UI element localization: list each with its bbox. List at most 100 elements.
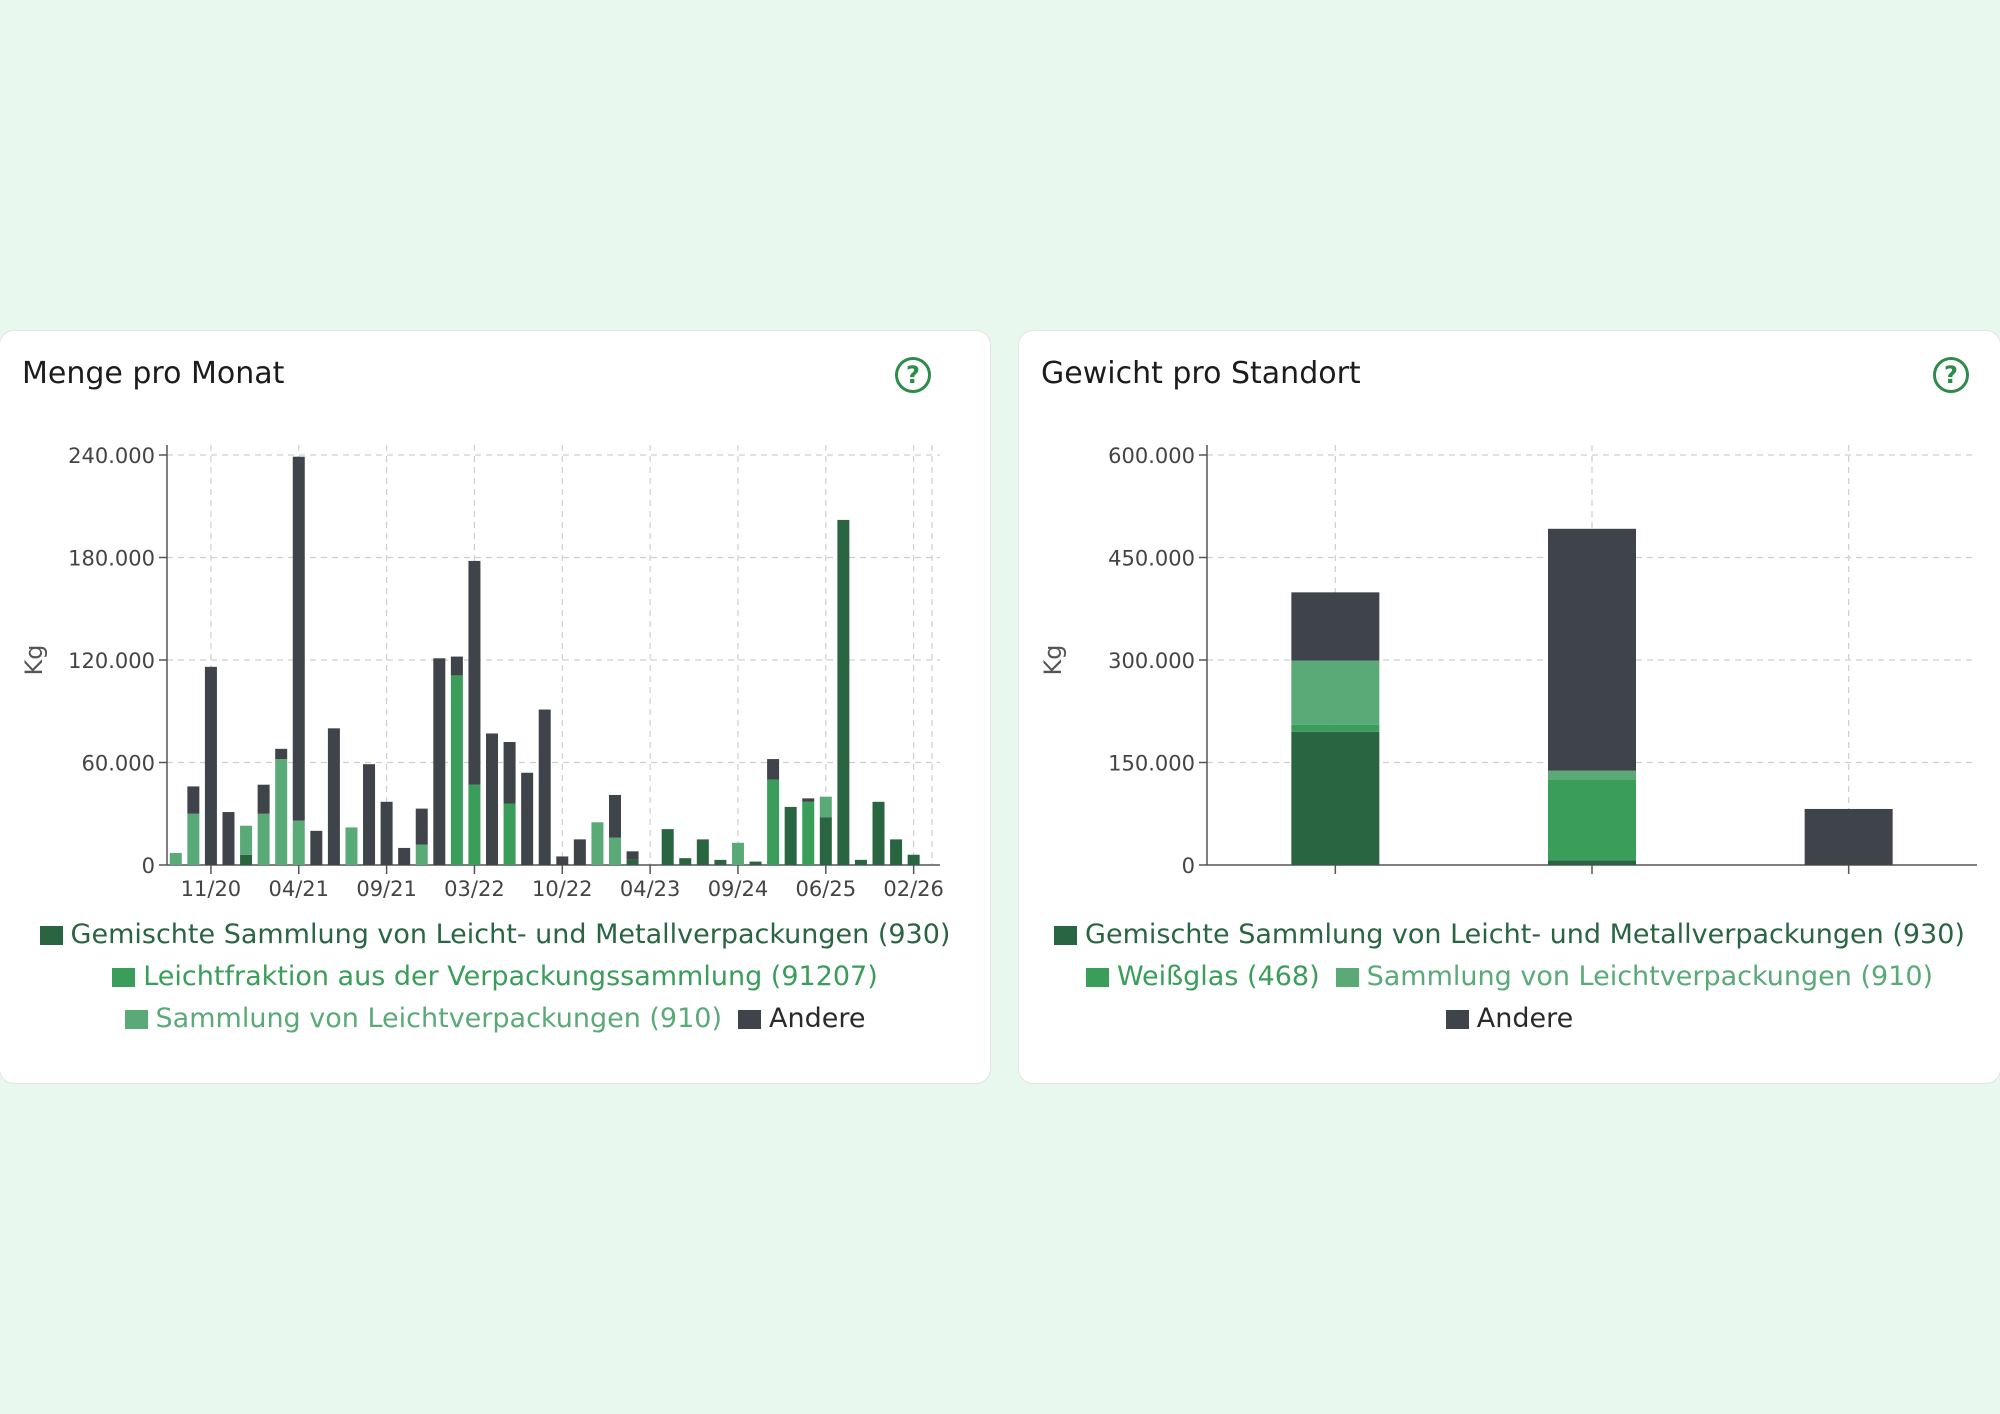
legend-item[interactable]: Weißglas (468) bbox=[1085, 956, 1320, 998]
bar-segment bbox=[415, 808, 428, 845]
bar-segment bbox=[450, 656, 463, 676]
legend-swatch bbox=[124, 1009, 148, 1029]
y-axis-label: Kg bbox=[1039, 645, 1067, 676]
x-tick-label: 04/21 bbox=[268, 877, 329, 901]
bar-segment bbox=[363, 764, 376, 865]
location-stacked-bar-chart: 0 150.000 300.000 450.000 600.000 Kg bbox=[1039, 444, 1977, 878]
bar-segment bbox=[240, 854, 253, 865]
bar-segment bbox=[679, 858, 692, 865]
legend-swatch bbox=[39, 925, 63, 945]
legend-label: Sammlung von Leichtverpackungen (910) bbox=[155, 1003, 722, 1034]
legend-swatch bbox=[1335, 967, 1359, 987]
bar-segment bbox=[503, 742, 516, 804]
bar-segment bbox=[327, 728, 340, 865]
question-circle-icon[interactable]: ? bbox=[895, 357, 931, 393]
bar-segment bbox=[907, 854, 920, 865]
y-tick-label: 240.000 bbox=[68, 444, 155, 468]
y-tick-label: 0 bbox=[1182, 854, 1195, 878]
y-tick-label: 600.000 bbox=[1108, 444, 1195, 468]
legend-item[interactable]: Gemischte Sammlung von Leicht- und Metal… bbox=[1054, 914, 1965, 956]
legend-item[interactable]: Leichtfraktion aus der Verpackungssammlu… bbox=[112, 956, 878, 998]
bar-segment bbox=[240, 825, 253, 855]
bar-segment bbox=[257, 784, 270, 814]
legend-label: Gemischte Sammlung von Leicht- und Metal… bbox=[1085, 919, 1965, 950]
bar-segment bbox=[169, 853, 182, 865]
legend-swatch bbox=[1085, 967, 1109, 987]
bar-segment bbox=[275, 759, 288, 865]
y-tick-label: 120.000 bbox=[68, 649, 155, 673]
bar-segment bbox=[626, 859, 639, 865]
x-tick-label: 06/25 bbox=[796, 877, 857, 901]
x-tick-label: 09/21 bbox=[356, 877, 417, 901]
bar-segment bbox=[538, 709, 551, 865]
bar-segment bbox=[222, 812, 235, 865]
question-circle-icon[interactable]: ? bbox=[1933, 357, 1969, 393]
y-tick-label: 150.000 bbox=[1108, 752, 1195, 776]
bar-segment bbox=[767, 779, 780, 865]
legend-swatch bbox=[1054, 925, 1078, 945]
chart-card-menge-pro-monat: Menge pro Monat ? 0 60.000 120.000 180.000 2… bbox=[0, 331, 990, 1083]
bar-segment bbox=[608, 794, 621, 838]
x-tick-label: 03/22 bbox=[444, 877, 505, 901]
bar-segment bbox=[310, 830, 323, 865]
legend-item[interactable]: Andere bbox=[1445, 998, 1574, 1040]
bar-segment bbox=[1548, 860, 1636, 865]
bar-segment bbox=[556, 856, 569, 865]
y-tick-label: 0 bbox=[142, 854, 155, 878]
bar-segment bbox=[872, 801, 885, 865]
bar-segment bbox=[714, 859, 727, 865]
bar-segment bbox=[661, 829, 674, 865]
legend-item[interactable]: Gemischte Sammlung von Leicht- und Metal… bbox=[39, 914, 950, 956]
legend-item[interactable]: Andere bbox=[738, 998, 865, 1040]
bar-segment bbox=[345, 827, 358, 865]
bar-segment bbox=[802, 798, 815, 802]
y-tick-label: 60.000 bbox=[82, 752, 155, 776]
bar-segment bbox=[292, 820, 305, 865]
x-tick-label: 04/23 bbox=[620, 877, 681, 901]
x-tick-label: 02/26 bbox=[883, 877, 944, 901]
bar-segment bbox=[415, 844, 428, 865]
bar-segment bbox=[591, 822, 604, 865]
x-tick-label: 11/20 bbox=[181, 877, 242, 901]
legend-label: Andere bbox=[769, 1003, 866, 1034]
bar-segment bbox=[1291, 724, 1380, 732]
bar-segment bbox=[854, 859, 867, 865]
legend-item[interactable]: Sammlung von Leichtverpackungen (910) bbox=[124, 998, 722, 1040]
legend-label: Leichtfraktion aus der Verpackungssammlu… bbox=[143, 961, 878, 992]
bar-segment bbox=[819, 817, 832, 865]
bar-segment bbox=[433, 658, 446, 865]
monthly-stacked-bar-chart: 0 60.000 120.000 180.000 240.000 Kg 11/20 04/21… bbox=[20, 444, 944, 901]
legend-label: Weißglas (468) bbox=[1116, 961, 1320, 992]
bar-segment bbox=[187, 786, 200, 814]
y-tick-label: 450.000 bbox=[1108, 547, 1195, 571]
bar-segment bbox=[837, 519, 850, 865]
bar-segment bbox=[1291, 592, 1380, 661]
bar-segment bbox=[450, 675, 463, 865]
bar-segment bbox=[257, 813, 270, 865]
bar-segment bbox=[503, 803, 516, 865]
card-title: Gewicht pro Standort bbox=[1041, 356, 1361, 391]
bar-segment bbox=[204, 666, 217, 865]
bar-segment bbox=[380, 801, 393, 865]
y-tick-label: 180.000 bbox=[68, 547, 155, 571]
y-tick-label: 300.000 bbox=[1108, 649, 1195, 673]
legend-label: Andere bbox=[1476, 1003, 1574, 1034]
chart-legend: Gemischte Sammlung von Leicht- und Metal… bbox=[0, 914, 990, 1040]
bar-segment bbox=[521, 772, 534, 865]
bar-segment bbox=[767, 759, 780, 780]
x-tick-label: 09/24 bbox=[708, 877, 769, 901]
chart-legend: Gemischte Sammlung von Leicht- und Metal… bbox=[1019, 914, 2000, 1040]
y-axis-label: Kg bbox=[20, 645, 48, 676]
chart-card-gewicht-pro-standort: Gewicht pro Standort ? 0 150.000 300.000 45… bbox=[1019, 331, 2000, 1083]
legend-label: Sammlung von Leichtverpackungen (910) bbox=[1366, 961, 1934, 992]
legend-item[interactable]: Sammlung von Leichtverpackungen (910) bbox=[1335, 956, 1934, 998]
bar-segment bbox=[731, 842, 744, 865]
legend-swatch bbox=[738, 1009, 761, 1029]
bar-segment bbox=[1291, 731, 1380, 865]
bar-segment bbox=[573, 839, 586, 865]
bar-segment bbox=[1548, 779, 1636, 861]
bar-segment bbox=[1548, 770, 1636, 780]
bar-segment bbox=[187, 813, 200, 865]
bar-segment bbox=[468, 784, 481, 865]
bar-segment bbox=[784, 806, 797, 865]
